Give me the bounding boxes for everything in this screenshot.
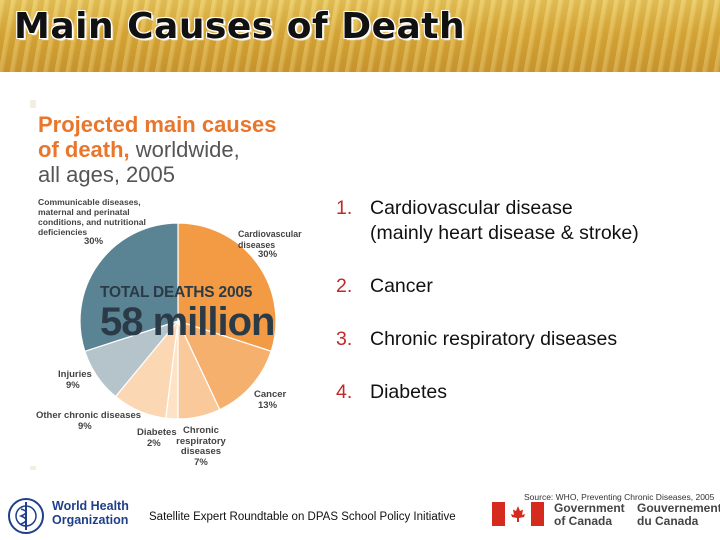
chart-title-line2-bold: of death, <box>38 137 130 162</box>
list-item: 1. Cardiovascular disease (mainly heart … <box>336 196 716 246</box>
slice-label-chronic-resp-text: Chronic respiratory diseases <box>176 425 226 457</box>
slice-label-injuries: Injuries 9% <box>58 369 98 391</box>
slice-label-injuries-text: Injuries <box>58 369 92 380</box>
pie-slice-communicable <box>79 222 179 353</box>
gov-fr-line2: du Canada <box>637 514 699 528</box>
government-of-canada-fr: Gouvernement du Canada <box>637 502 720 528</box>
slice-label-cardiovascular-text: Cardiovascular diseases <box>238 229 302 250</box>
list-item-text: Cardiovascular disease <box>370 197 573 219</box>
slice-label-cancer-text: Cancer <box>254 389 287 400</box>
list-item-text: Diabetes <box>370 381 447 403</box>
slice-label-chronic-resp: Chronic respiratory diseases 7% <box>174 425 228 468</box>
list-item: 4. Diabetes <box>336 380 716 405</box>
government-of-canada-en: Government of Canada <box>554 502 625 528</box>
gov-en-line2: of Canada <box>554 514 613 528</box>
slice-label-other-chronic: Other chronic diseases 9% <box>36 410 142 432</box>
title-banner <box>0 0 720 72</box>
slice-label-diabetes-pct: 2% <box>147 437 161 449</box>
causes-list: 1. Cardiovascular disease (mainly heart … <box>336 196 716 433</box>
slice-label-diabetes: Diabetes 2% <box>137 427 177 449</box>
slice-label-communicable-text: Communicable diseases, maternal and peri… <box>38 197 146 237</box>
gov-en-line1: Government <box>554 501 625 515</box>
slice-label-cardiovascular: Cardiovascular diseases 30% <box>238 229 308 261</box>
slice-label-chronic-resp-pct: 7% <box>194 456 208 468</box>
list-item-number: 3. <box>336 328 353 350</box>
list-item-number: 2. <box>336 275 353 297</box>
chart-title-line2-rest: worldwide, <box>129 137 240 162</box>
slide-title: Main Causes of Death <box>14 6 466 47</box>
slice-label-cancer: Cancer 13% <box>254 389 294 411</box>
banner-texture <box>0 0 720 72</box>
pie-center-value: 58 million <box>100 300 275 344</box>
list-item-text: Cancer <box>370 275 433 297</box>
slice-label-other-chronic-text: Other chronic diseases <box>36 410 142 421</box>
list-item-number: 1. <box>336 197 353 219</box>
slice-label-diabetes-text: Diabetes <box>137 427 177 438</box>
slice-label-other-chronic-pct: 9% <box>78 420 92 432</box>
pie-center-label: TOTAL DEATHS 2005 <box>100 284 253 301</box>
list-item-subtext: (mainly heart disease & stroke) <box>370 222 639 244</box>
pie-slice-cancer <box>176 320 272 411</box>
chart-title: Projected main causes of death, worldwid… <box>38 112 298 187</box>
who-emblem-icon <box>8 498 44 534</box>
slice-label-communicable-pct: 30% <box>84 236 104 247</box>
slice-label-injuries-pct: 9% <box>66 379 80 391</box>
slice-label-cardiovascular-pct: 30% <box>258 249 278 260</box>
pie-slice-cardiovascular <box>177 222 277 353</box>
source-note: Source: WHO, Preventing Chronic Diseases… <box>524 492 715 502</box>
who-logo-text: World Health Organization <box>52 499 129 527</box>
list-item-text: Chronic respiratory diseases <box>370 328 618 350</box>
list-item: 2. Cancer <box>336 274 716 299</box>
chart-title-line1: Projected main causes <box>38 112 277 137</box>
list-item-number: 4. <box>336 381 353 403</box>
who-line2: Organization <box>52 512 129 527</box>
chart-title-line3: all ages, 2005 <box>38 162 175 187</box>
gov-fr-line1: Gouvernement <box>637 501 720 515</box>
footer-text: Satellite Expert Roundtable on DPAS Scho… <box>149 511 456 523</box>
slice-label-cancer-pct: 13% <box>258 399 278 411</box>
list-item: 3. Chronic respiratory diseases <box>336 327 716 352</box>
canada-flag-icon <box>492 502 544 526</box>
who-line1: World Health <box>52 499 129 513</box>
slice-label-communicable: Communicable diseases, maternal and peri… <box>38 197 156 248</box>
